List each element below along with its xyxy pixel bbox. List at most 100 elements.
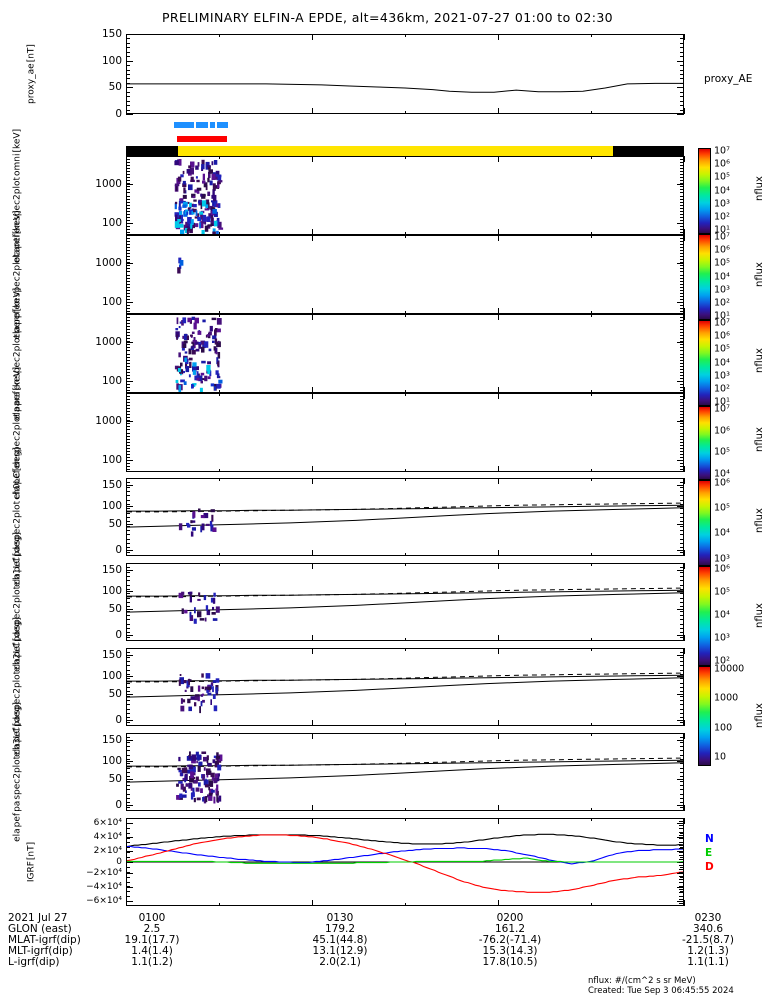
status-bar-black-yellow [126,146,684,156]
panel-pa-ch0lc [126,478,684,556]
ytick-label: 1000 [95,256,122,269]
colorbar-tick-label: 10¹ [714,224,730,236]
ytick-label: 0 [115,628,122,641]
footer-cell: 45.1(44.8) [312,934,368,946]
footer-row-label: MLT-igrf(dip) [8,945,73,957]
footer-row-label: GLON (east) [8,923,72,935]
colorbar-tick-label: 10² [714,383,730,395]
colorbar-tick-label: 10³ [714,284,730,296]
colorbar-unit-4: nflux [754,508,765,534]
ytick-label: 4×10⁴ [93,831,122,842]
ytick-labels-pa-ch2lc: 150 100 50 0 [82,648,122,726]
ytick-labels-en-anti: 1000 100 [82,235,122,314]
ytick-label: 150 [101,648,122,661]
ytick-label: 1000 [95,177,122,190]
ytick-labels-pa-ch3lc: 150 100 50 0 [82,733,122,811]
footer-cell: -76.2(-71.4) [478,934,542,946]
colorbar-tick-label: 10³ [714,370,730,382]
colorbar-3 [698,406,711,480]
ytick-label: −6×10⁴ [86,895,122,906]
ylabel-line: proxy_ae [26,63,37,104]
ytick-label: −2×10⁴ [86,868,122,879]
ytick-label: 100 [101,670,122,683]
colorbar-unit-2: nflux [754,348,765,374]
ytick-labels-pa-ch0lc: 150 100 50 0 [82,478,122,556]
colorbar-ticks-0: 10⁷ 10⁶ 10⁵ 10⁴ 10³ 10² 10¹ [714,145,754,236]
colorbar-tick-label: 10⁴ [714,185,730,197]
colorbar-tick-label: 10¹ [714,310,730,322]
proxy-ae-legend-label: proxy_AE [704,73,753,85]
colorbar-tick-label: 10¹ [714,396,730,408]
colorbar-tick-label: 10⁵ [714,257,730,269]
ytick-label: 50 [108,81,122,94]
footer-cell: 1.2(1.3) [687,945,729,957]
footer-cell: -21.5(8.7) [681,934,735,946]
ytick-label: 150 [101,478,122,491]
colorbar-tick-label: 10² [714,655,730,667]
colorbar-tick-label: 10³ [714,553,730,565]
ytick-label: 50 [108,517,122,530]
footer-cell: 1.4(1.4) [131,945,173,957]
ytick-label: 6×10⁴ [93,818,122,829]
ylabel-line: pa [12,800,23,812]
footer-cell: 19.1(17.7) [124,934,180,946]
colorbar-4 [698,480,711,566]
footer-cell: 2.0(2.1) [319,956,361,968]
credit-created: Created: Tue Sep 3 06:45:55 2024 [588,986,734,996]
footer-cell: 13.1(12.9) [312,945,368,957]
ytick-label: 50 [108,772,122,785]
footer-cell: 0100 [138,912,166,924]
colorbar-tick-label: 10⁵ [714,586,730,598]
colorbar-5 [698,566,711,666]
ytick-label: 0 [116,857,122,867]
colorbar-tick-label: 10⁷ [714,317,730,329]
colorbar-unit-0: nflux [754,176,765,202]
ytick-label: 0 [115,108,122,120]
page-title: PRELIMINARY ELFIN-A EPDE, alt=436km, 202… [161,10,614,25]
ytick-label: 2×10⁴ [93,845,122,856]
ytick-label: 100 [101,375,122,388]
ylabel-proxy-ae: proxy_ae [nT] [26,13,42,104]
footer-cell: 2.5 [143,923,161,935]
ytick-label: 50 [108,602,122,615]
footer-row-label: L-igrf(dip) [8,956,60,968]
footer-cell: 179.2 [324,923,356,935]
igrf-legend-D: D [705,861,714,873]
colorbar-tick-label: 1000 [714,692,739,704]
colorbar-tick-label: 10³ [714,632,730,644]
footer-cell: 17.8(10.5) [482,956,538,968]
ytick-label: 0 [115,543,122,556]
colorbar-tick-label: 10² [714,211,730,223]
colorbar-tick-label: 10⁵ [714,171,730,183]
status-bar-blue-segments [174,122,228,128]
colorbar-ticks-4: 10⁶ 10⁵ 10⁴ 10³ [714,478,754,566]
colorbar-tick-label: 10³ [714,198,730,210]
igrf-legend-N: N [705,833,714,845]
ylabel-line: [nT] [26,841,37,861]
ytick-labels-proxy-ae: 150 100 50 0 [82,28,122,120]
footer-row-label: MLAT-igrf(dip) [8,934,81,946]
data-area-en-para [127,394,683,471]
colorbar-tick-label: 10⁵ [714,343,730,355]
ytick-labels-en-perp: 1000 100 [82,314,122,393]
ytick-label: 50 [108,687,122,700]
colorbar-unit-6: nflux [754,703,765,728]
colorbar-6 [698,666,711,766]
colorbar-tick-label: 10⁴ [714,609,730,621]
ytick-label: 100 [101,500,122,513]
credit-nflux: nflux: #/(cm^2 s sr MeV) [588,976,696,986]
footer-cell: 161.2 [494,923,526,935]
ytick-labels-en-para: 1000 100 [82,393,122,472]
ytick-label: −4×10⁴ [86,882,122,893]
ylabel-line: ela [12,828,23,842]
ytick-label: 1000 [95,414,122,427]
colorbar-tick-label: 10⁶ [714,425,730,437]
ylabel-line: spec2plot [12,755,23,800]
ylabel-line: [nT] [26,44,37,63]
colorbar-tick-label: 10⁵ [714,446,730,458]
data-area-proxy-ae [127,35,683,113]
colorbar-tick-label: 10⁷ [714,145,730,157]
ytick-labels-en-omni: 1000 100 [82,156,122,235]
ytick-label: 100 [101,296,122,309]
